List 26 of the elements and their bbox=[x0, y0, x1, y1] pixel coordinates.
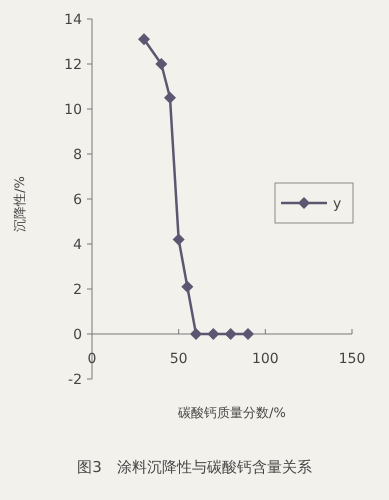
x-tick-label: 150 bbox=[338, 351, 366, 367]
legend-label: y bbox=[333, 196, 342, 212]
y-tick-label: 2 bbox=[73, 282, 82, 298]
text: 图3 涂料沉降性与碳酸钙含量关系 bbox=[77, 458, 312, 476]
x-axis-title: 碳酸钙质量分数/% bbox=[177, 406, 286, 421]
y-tick-label: 6 bbox=[73, 192, 82, 208]
point bbox=[207, 328, 220, 340]
y-tick-label: 0 bbox=[73, 327, 82, 343]
y-tick-label: -2 bbox=[68, 372, 82, 388]
x-tick-label: 100 bbox=[252, 351, 279, 367]
point bbox=[155, 58, 168, 70]
y-tick-label: 8 bbox=[73, 147, 82, 163]
point bbox=[172, 234, 185, 246]
y-axis-title: 沉降性/% bbox=[13, 176, 28, 232]
point bbox=[164, 92, 176, 104]
point bbox=[224, 328, 237, 340]
point bbox=[190, 328, 202, 340]
point bbox=[242, 328, 254, 340]
legend: y bbox=[274, 182, 354, 224]
y-tick-label: 14 bbox=[64, 12, 82, 28]
x-tick-label: 50 bbox=[170, 351, 188, 367]
y-tick-label: 12 bbox=[64, 57, 82, 73]
point bbox=[138, 33, 150, 46]
point bbox=[181, 280, 194, 293]
y-tick-label: 10 bbox=[64, 102, 82, 118]
y-tick-label: 4 bbox=[73, 237, 82, 253]
